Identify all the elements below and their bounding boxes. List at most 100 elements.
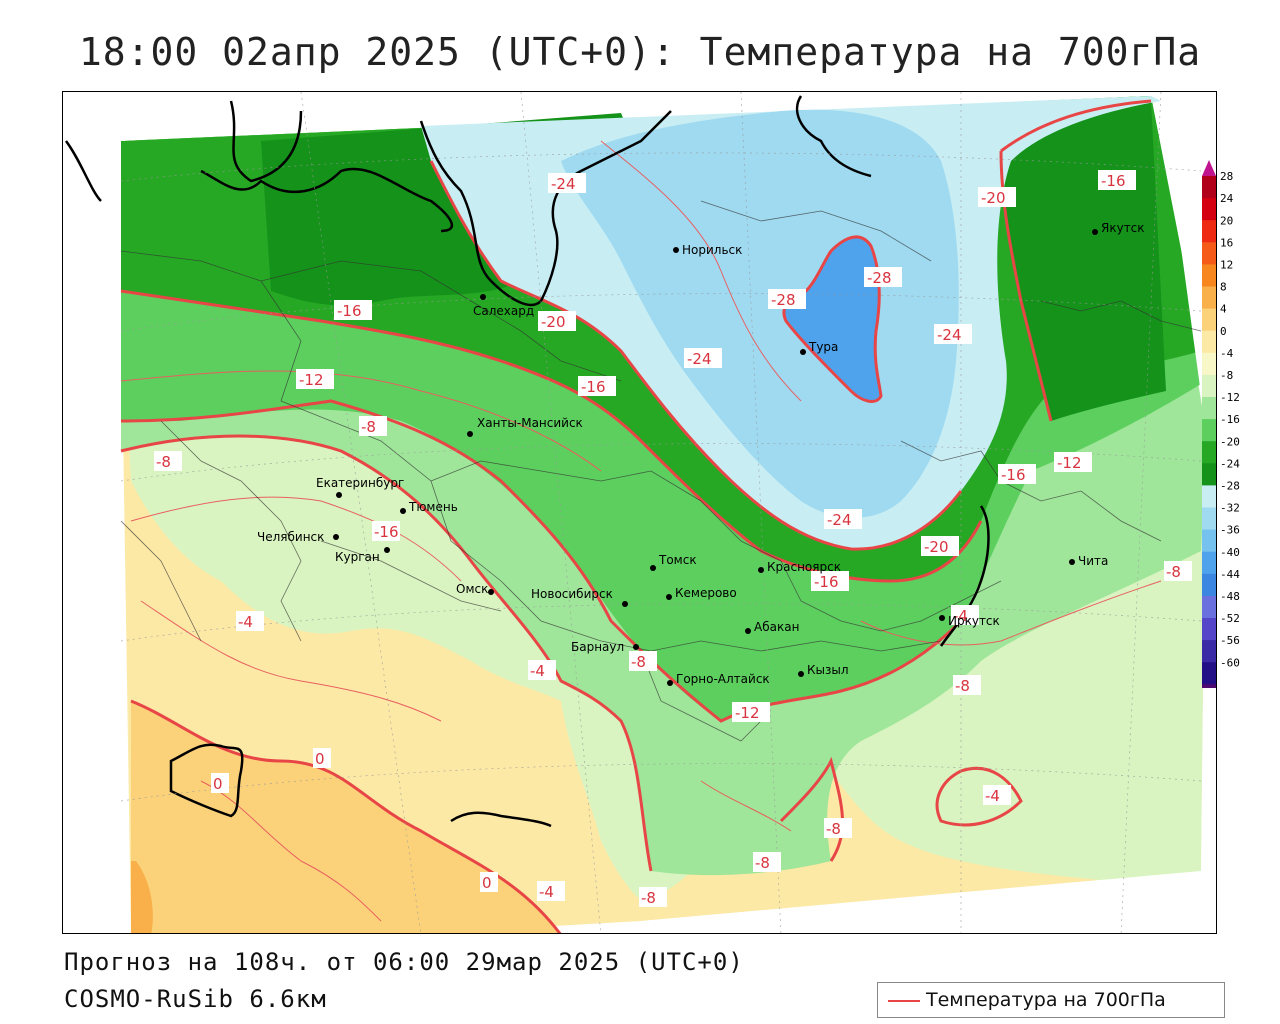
svg-text:-24: -24 — [687, 350, 712, 368]
iso-label: -12 — [296, 369, 334, 389]
svg-text:0: 0 — [315, 750, 325, 768]
svg-text:0: 0 — [213, 775, 223, 793]
colorbar-swatch — [1202, 640, 1216, 663]
city-norilsk: Норильск — [673, 243, 742, 257]
city-markers: Норильск Якутск Салехард Тура Ханты-Манс… — [257, 221, 1145, 686]
iso-label: -20 — [978, 187, 1016, 207]
svg-text:-28: -28 — [867, 269, 892, 287]
svg-text:-8: -8 — [826, 820, 841, 838]
svg-text:Кемерово: Кемерово — [675, 586, 737, 600]
svg-text:Курган: Курган — [335, 550, 380, 564]
temperature-map: -24 -28 -28 -24 -24 -20 -16 -16 -20 -16 … — [63, 92, 1216, 933]
colorbar-tick-label: -52 — [1220, 612, 1240, 625]
colorbar-tick-label: -48 — [1220, 590, 1240, 603]
legend-line-swatch — [888, 1000, 920, 1002]
colorbar-swatch — [1202, 198, 1216, 221]
svg-text:-16: -16 — [1001, 466, 1026, 484]
city-irkutsk: Иркутск — [939, 614, 1000, 628]
svg-text:-4: -4 — [539, 883, 554, 901]
city-omsk: Омск — [456, 582, 494, 596]
svg-text:-16: -16 — [337, 302, 362, 320]
colorbar-swatch — [1202, 551, 1216, 575]
colorbar-tick-label: 16 — [1220, 236, 1233, 249]
zone-deepblue — [783, 236, 881, 402]
svg-text:-28: -28 — [771, 291, 796, 309]
svg-text:Новосибирск: Новосибирск — [531, 587, 613, 601]
iso-label: -12 — [1054, 452, 1092, 472]
city-ekaterinburg: Екатеринбург — [316, 476, 404, 498]
colorbar-swatch — [1202, 242, 1216, 265]
svg-text:Тура: Тура — [808, 340, 838, 354]
colorbar-swatch — [1202, 176, 1216, 199]
colorbar-ticks: 28 24 20 16 12 8 4 0 -4 -8 -12 -16 -20 -24 -28 -32 -36 -4… — [1220, 170, 1240, 669]
graticule — [120, 92, 1202, 933]
svg-text:Абакан: Абакан — [754, 620, 799, 634]
iso-label: -8 — [154, 451, 182, 471]
zone-warm-deep — [131, 861, 153, 933]
svg-text:Иркутск: Иркутск — [948, 614, 1000, 628]
svg-text:-4: -4 — [238, 613, 253, 631]
svg-text:0: 0 — [482, 874, 492, 892]
city-gorno-altaysk: Горно-Алтайск — [667, 672, 770, 686]
colorbar-swatch — [1202, 220, 1216, 243]
city-kyzyl: Кызыл — [798, 663, 849, 677]
colorbar-swatch — [1202, 507, 1216, 531]
svg-text:-8: -8 — [631, 653, 646, 671]
iso-label: -8 — [953, 675, 981, 695]
colorbar-tick-label: -40 — [1220, 546, 1240, 559]
svg-text:Ханты-Мансийск: Ханты-Мансийск — [477, 416, 583, 430]
iso-label: -16 — [998, 464, 1036, 484]
iso-label: -24 — [684, 348, 722, 368]
colorbar-top-arrow — [1202, 160, 1216, 176]
zone-warm-orange — [131, 701, 560, 933]
city-yakutsk: Якутск — [1092, 221, 1145, 235]
iso-label: -24 — [934, 324, 972, 344]
svg-text:Омск: Омск — [456, 582, 488, 596]
colorbar-tick-label: -28 — [1220, 480, 1240, 493]
zone-blue — [561, 109, 959, 518]
iso-label: -16 — [334, 300, 372, 320]
isotherm-thin-lines — [120, 140, 1162, 922]
svg-text:-12: -12 — [299, 371, 324, 389]
colorbar-swatch — [1202, 684, 1216, 688]
city-krasnoyarsk: Красноярск — [758, 560, 841, 574]
svg-text:-24: -24 — [551, 175, 576, 193]
svg-text:Тюмень: Тюмень — [408, 500, 458, 514]
colorbar-swatch — [1202, 595, 1216, 619]
page-title: 18:00 02апр 2025 (UTC+0): Температура на… — [78, 30, 1202, 74]
svg-text:-16: -16 — [1101, 172, 1126, 190]
svg-text:-8: -8 — [955, 677, 970, 695]
colorbar-swatch — [1202, 485, 1216, 508]
colorbar-tick-label: -32 — [1220, 502, 1240, 515]
colorbar-swatch — [1202, 397, 1216, 420]
colorbar-tick-label: 12 — [1220, 259, 1233, 272]
colorbar-tick-label: -8 — [1220, 369, 1233, 382]
svg-text:-16: -16 — [581, 378, 606, 396]
iso-label: -24 — [548, 173, 586, 193]
forecast-info: Прогноз на 108ч. от 06:00 29мар 2025 (UT… — [64, 948, 744, 976]
isotherm-labels: -24 -28 -28 -24 -24 -20 -16 -16 -20 -16 … — [154, 170, 1192, 907]
svg-text:-8: -8 — [361, 418, 376, 436]
colorbar-tick-label: -60 — [1220, 656, 1240, 669]
iso-label: 0 — [211, 773, 229, 793]
colorbar-swatch — [1202, 662, 1216, 685]
iso-label: -8 — [753, 852, 781, 872]
svg-text:Горно-Алтайск: Горно-Алтайск — [676, 672, 770, 686]
city-chelyabinsk: Челябинск — [257, 530, 339, 544]
colorbar-tick-label: 8 — [1220, 281, 1227, 294]
iso-label: -8 — [824, 818, 852, 838]
city-khanty-mansiysk: Ханты-Мансийск — [467, 416, 583, 437]
city-tyumen: Тюмень — [400, 500, 458, 514]
colorbar-swatch — [1202, 529, 1216, 553]
iso-label: -4 — [983, 785, 1011, 805]
colorbar-swatch — [1202, 419, 1216, 442]
colorbar-swatch — [1202, 286, 1216, 310]
iso-label: -28 — [768, 289, 806, 309]
iso-label: -16 — [1098, 170, 1136, 190]
colorbar-swatch — [1202, 330, 1216, 354]
svg-text:Екатеринбург: Екатеринбург — [316, 476, 404, 490]
svg-text:-12: -12 — [735, 704, 760, 722]
svg-text:-8: -8 — [641, 889, 656, 907]
city-tomsk: Томск — [650, 553, 697, 571]
svg-text:Кызыл: Кызыл — [807, 663, 849, 677]
